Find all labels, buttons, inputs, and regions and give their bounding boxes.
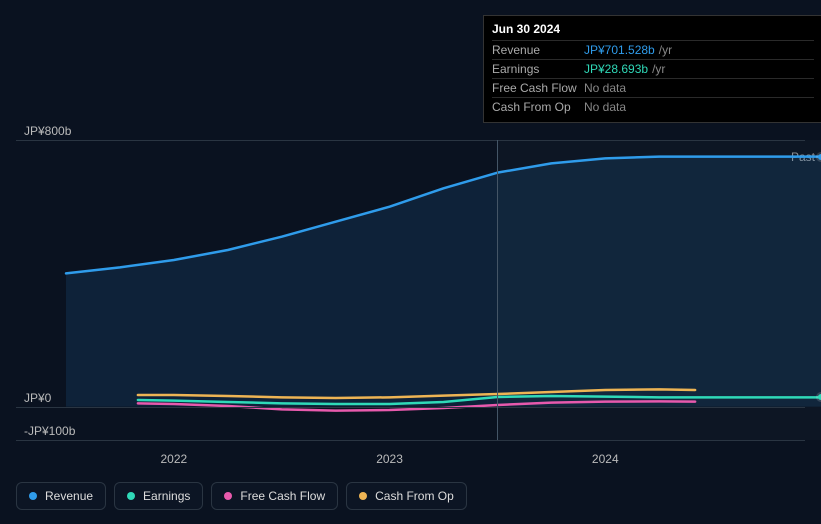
- legend-item-cash_from_op[interactable]: Cash From Op: [346, 482, 467, 510]
- legend-item-earnings[interactable]: Earnings: [114, 482, 203, 510]
- tooltip-row-label: Revenue: [492, 43, 584, 57]
- x-axis-label: 2023: [376, 452, 403, 466]
- legend-item-label: Earnings: [143, 489, 190, 503]
- legend-item-revenue[interactable]: Revenue: [16, 482, 106, 510]
- tooltip-row-label: Earnings: [492, 62, 584, 76]
- y-axis-label: JP¥0: [24, 391, 51, 405]
- x-axis-label: 2024: [592, 452, 619, 466]
- x-axis-label: 2022: [160, 452, 187, 466]
- tooltip-row-suffix: /yr: [659, 43, 672, 57]
- legend-item-label: Cash From Op: [375, 489, 454, 503]
- tooltip-row: RevenueJP¥701.528b/yr: [492, 40, 814, 59]
- cursor-line: [497, 140, 498, 440]
- tooltip-row: Free Cash FlowNo data: [492, 78, 814, 97]
- series-area-revenue: [66, 157, 821, 407]
- legend-dot-icon: [29, 492, 37, 500]
- legend-dot-icon: [127, 492, 135, 500]
- tooltip-row: Cash From OpNo data: [492, 97, 814, 116]
- financial-chart: Jun 30 2024 RevenueJP¥701.528b/yrEarning…: [16, 0, 805, 475]
- y-axis-label: -JP¥100b: [24, 424, 75, 438]
- legend-item-label: Revenue: [45, 489, 93, 503]
- tooltip-row-value: No data: [584, 100, 626, 114]
- legend-item-label: Free Cash Flow: [240, 489, 325, 503]
- legend-dot-icon: [359, 492, 367, 500]
- chart-legend: Revenue Earnings Free Cash Flow Cash From O…: [16, 482, 467, 510]
- tooltip-rows: RevenueJP¥701.528b/yrEarningsJP¥28.693b/…: [492, 40, 814, 116]
- tooltip-row-value: No data: [584, 81, 626, 95]
- tooltip-row-label: Cash From Op: [492, 100, 584, 114]
- tooltip-row-label: Free Cash Flow: [492, 81, 584, 95]
- tooltip-row-value: JP¥701.528b: [584, 43, 655, 57]
- legend-item-free_cash_flow[interactable]: Free Cash Flow: [211, 482, 338, 510]
- y-axis-label: JP¥800b: [24, 124, 71, 138]
- chart-tooltip: Jun 30 2024 RevenueJP¥701.528b/yrEarning…: [483, 15, 821, 123]
- tooltip-row: EarningsJP¥28.693b/yr: [492, 59, 814, 78]
- y-gridline: [16, 407, 805, 408]
- y-gridline: [16, 140, 805, 141]
- tooltip-row-suffix: /yr: [652, 62, 665, 76]
- tooltip-row-value: JP¥28.693b: [584, 62, 648, 76]
- tooltip-date: Jun 30 2024: [492, 22, 814, 40]
- y-gridline: [16, 440, 805, 441]
- legend-dot-icon: [224, 492, 232, 500]
